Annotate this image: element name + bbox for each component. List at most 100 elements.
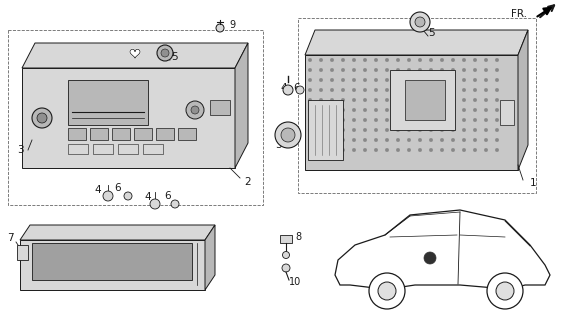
Circle shape [308, 138, 312, 142]
Circle shape [124, 192, 132, 200]
Circle shape [451, 78, 455, 82]
Circle shape [473, 118, 477, 122]
Circle shape [308, 118, 312, 122]
Circle shape [374, 88, 378, 92]
Circle shape [418, 128, 422, 132]
Circle shape [385, 118, 389, 122]
Circle shape [341, 108, 345, 112]
Circle shape [440, 128, 444, 132]
Circle shape [396, 128, 400, 132]
Circle shape [407, 148, 411, 152]
Circle shape [473, 78, 477, 82]
Circle shape [191, 106, 199, 114]
Polygon shape [17, 245, 28, 260]
Circle shape [374, 68, 378, 72]
Polygon shape [305, 55, 518, 170]
Circle shape [407, 88, 411, 92]
Circle shape [363, 78, 367, 82]
Circle shape [330, 98, 334, 102]
Circle shape [352, 58, 356, 62]
Text: 4: 4 [145, 192, 151, 202]
Circle shape [103, 191, 113, 201]
Circle shape [341, 68, 345, 72]
Polygon shape [22, 43, 248, 68]
Circle shape [330, 88, 334, 92]
Circle shape [496, 282, 514, 300]
Circle shape [385, 138, 389, 142]
Circle shape [407, 138, 411, 142]
Circle shape [308, 68, 312, 72]
Circle shape [418, 68, 422, 72]
Bar [68, 128, 86, 140]
Circle shape [418, 88, 422, 92]
Circle shape [282, 264, 290, 272]
Circle shape [352, 78, 356, 82]
Circle shape [374, 98, 378, 102]
Bar [298, 18, 536, 193]
Text: 6: 6 [294, 83, 301, 93]
Circle shape [484, 118, 488, 122]
Circle shape [429, 88, 433, 92]
Circle shape [308, 88, 312, 92]
Circle shape [352, 148, 356, 152]
Circle shape [415, 17, 425, 27]
Circle shape [396, 138, 400, 142]
Polygon shape [335, 210, 550, 288]
Circle shape [330, 138, 334, 142]
Circle shape [462, 108, 466, 112]
Circle shape [495, 138, 499, 142]
Circle shape [330, 78, 334, 82]
Circle shape [484, 88, 488, 92]
Circle shape [374, 108, 378, 112]
Circle shape [374, 118, 378, 122]
Circle shape [418, 58, 422, 62]
Circle shape [462, 78, 466, 82]
Circle shape [495, 78, 499, 82]
Polygon shape [518, 30, 528, 170]
Circle shape [282, 252, 289, 259]
Circle shape [473, 128, 477, 132]
Circle shape [440, 88, 444, 92]
Circle shape [484, 108, 488, 112]
Circle shape [352, 138, 356, 142]
Bar [156, 128, 174, 140]
Circle shape [429, 138, 433, 142]
Circle shape [495, 58, 499, 62]
Bar [210, 100, 230, 115]
Circle shape [186, 101, 204, 119]
Circle shape [374, 138, 378, 142]
Text: 10: 10 [289, 277, 301, 287]
Circle shape [171, 200, 179, 208]
Circle shape [352, 108, 356, 112]
Circle shape [283, 85, 293, 95]
Circle shape [451, 118, 455, 122]
Bar [68, 144, 88, 154]
Circle shape [161, 49, 169, 57]
Circle shape [385, 88, 389, 92]
Circle shape [462, 118, 466, 122]
Circle shape [150, 199, 160, 209]
Circle shape [308, 58, 312, 62]
Circle shape [32, 108, 52, 128]
Circle shape [330, 58, 334, 62]
Circle shape [462, 88, 466, 92]
Circle shape [440, 138, 444, 142]
Circle shape [495, 98, 499, 102]
Circle shape [341, 78, 345, 82]
Circle shape [440, 68, 444, 72]
Circle shape [473, 148, 477, 152]
Circle shape [440, 98, 444, 102]
Circle shape [363, 68, 367, 72]
Polygon shape [205, 225, 215, 290]
Circle shape [407, 118, 411, 122]
Circle shape [341, 118, 345, 122]
Circle shape [319, 148, 323, 152]
Circle shape [319, 138, 323, 142]
Circle shape [407, 68, 411, 72]
Circle shape [495, 88, 499, 92]
Circle shape [429, 68, 433, 72]
Circle shape [484, 148, 488, 152]
Circle shape [487, 273, 523, 309]
Bar [118, 144, 138, 154]
Circle shape [374, 148, 378, 152]
